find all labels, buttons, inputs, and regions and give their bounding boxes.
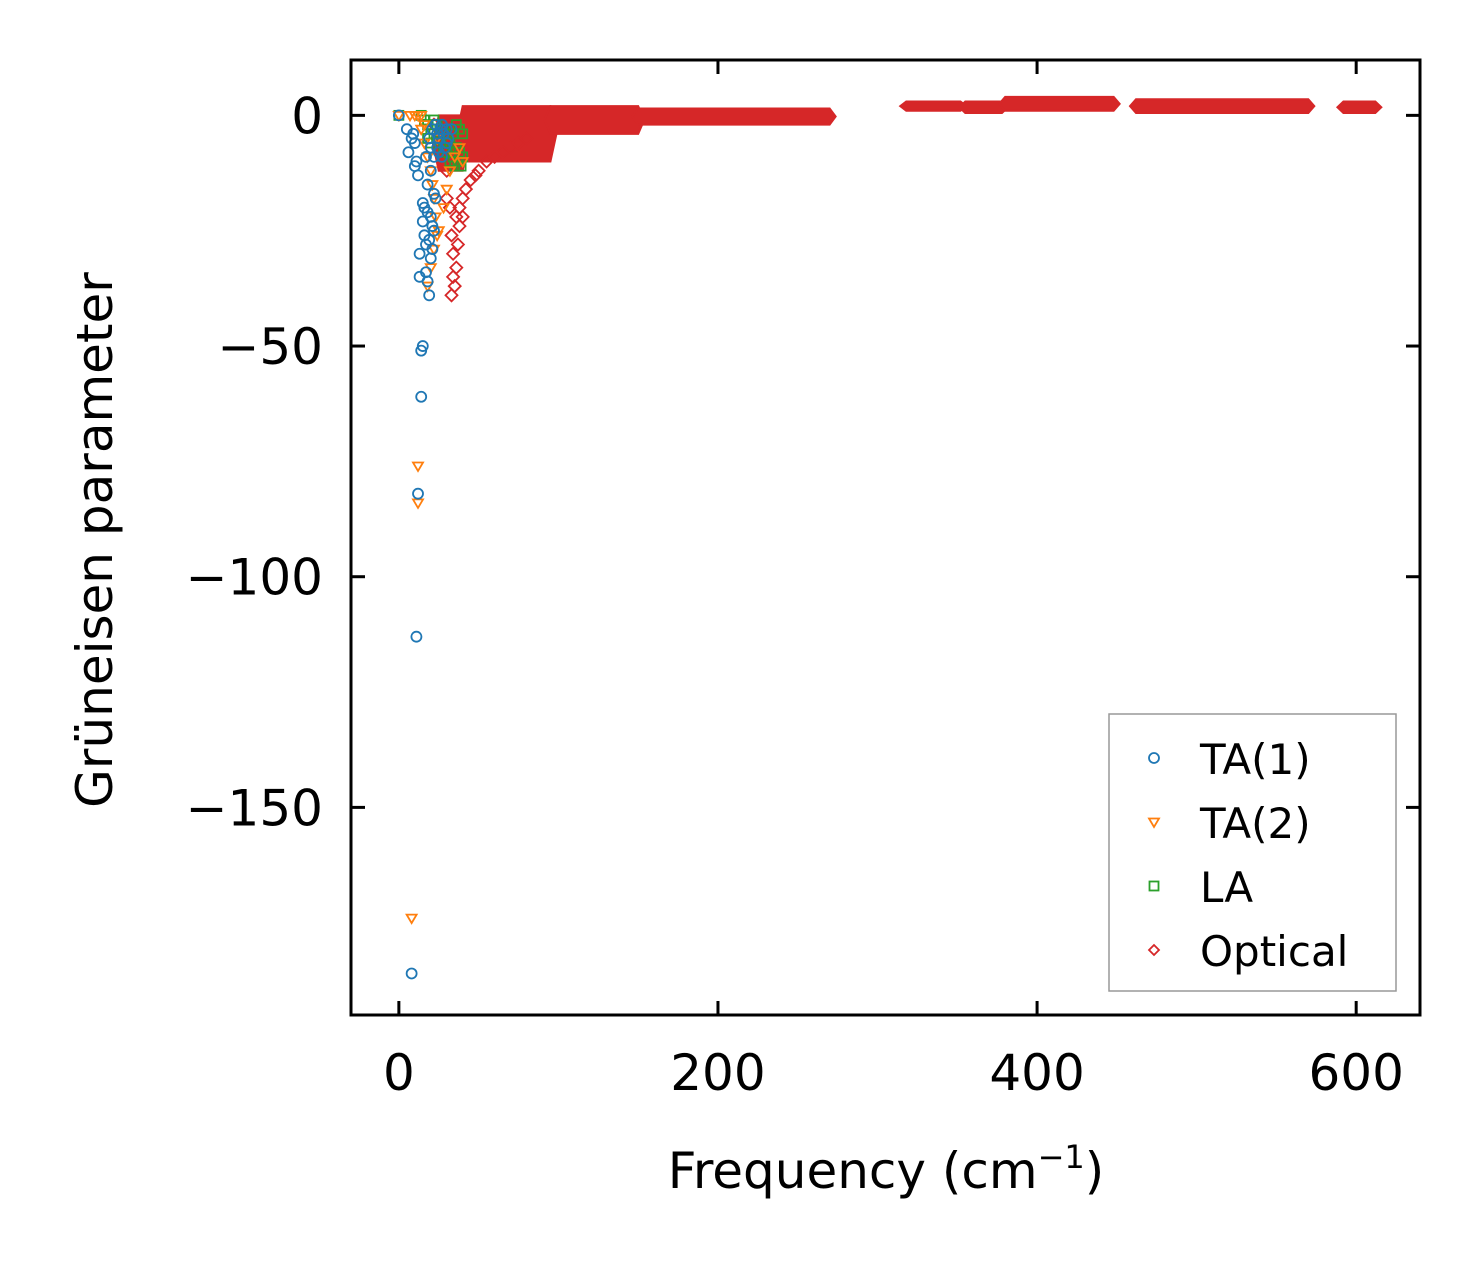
point-ta-2-6 bbox=[411, 461, 425, 473]
point-ta-2-17 bbox=[421, 281, 435, 293]
legend-marker-la bbox=[1148, 880, 1160, 892]
point-ta-1-30 bbox=[426, 243, 439, 256]
point-ta-2-22 bbox=[443, 166, 457, 178]
x-tick-label-0: 0 bbox=[383, 1044, 415, 1102]
point-ta-1-54 bbox=[440, 123, 453, 136]
optical-band-4 bbox=[898, 100, 969, 112]
point-ta-1-16 bbox=[415, 390, 428, 403]
point-optical-11 bbox=[444, 288, 459, 303]
legend-marker-ta-2 bbox=[1147, 817, 1161, 829]
point-optical-12 bbox=[449, 260, 464, 275]
x-tick-label-600: 600 bbox=[1308, 1044, 1403, 1102]
point-ta-2-7 bbox=[411, 498, 425, 510]
legend-label-optical: Optical bbox=[1200, 927, 1348, 976]
y-tick-label--100: −100 bbox=[186, 549, 323, 607]
point-ta-1-26 bbox=[423, 289, 436, 302]
point-ta-1-33 bbox=[429, 192, 442, 205]
legend-label-la: LA bbox=[1200, 863, 1253, 912]
point-ta-2-25 bbox=[456, 157, 470, 169]
x-tick-label-400: 400 bbox=[989, 1044, 1084, 1102]
plot-area bbox=[392, 95, 1383, 980]
point-ta-1-5 bbox=[408, 137, 421, 149]
optical-band-3 bbox=[630, 107, 837, 126]
x-tick-label-200: 200 bbox=[670, 1044, 765, 1102]
point-optical-7 bbox=[444, 228, 459, 243]
point-ta-2-14 bbox=[428, 212, 443, 224]
point-ta-1-2 bbox=[402, 146, 415, 159]
x-axis-label-superscript: −1 bbox=[1038, 1138, 1085, 1176]
optical-band-6 bbox=[997, 95, 1121, 112]
point-ta-2-4 bbox=[414, 110, 428, 123]
point-optical-27 bbox=[455, 209, 470, 225]
point-ta-1-52 bbox=[431, 127, 444, 140]
point-ta-1-11 bbox=[405, 967, 418, 980]
point-ta-1-31 bbox=[428, 224, 440, 237]
y-tick-label--150: −150 bbox=[186, 779, 323, 837]
point-optical-26 bbox=[519, 131, 534, 146]
optical-band-8 bbox=[1335, 100, 1383, 115]
point-ta-1-28 bbox=[424, 252, 437, 265]
point-ta-1-24 bbox=[421, 275, 434, 288]
optical-band-2 bbox=[543, 105, 646, 135]
legend-label-ta-2: TA(2) bbox=[1199, 799, 1311, 848]
point-optical-20 bbox=[471, 163, 486, 178]
point-ta-2-19 bbox=[432, 226, 446, 238]
axis-ticks: 0 200 400 600 0 −50 −100 −150 bbox=[186, 60, 1420, 1102]
point-ta-2-12 bbox=[425, 180, 439, 192]
point-ta-2-5 bbox=[405, 913, 419, 925]
legend-marker-optical bbox=[1147, 943, 1161, 957]
point-optical-8 bbox=[445, 246, 461, 262]
point-ta-1-7 bbox=[410, 155, 423, 168]
point-ta-2-24 bbox=[452, 143, 467, 155]
point-ta-1-35 bbox=[424, 164, 437, 177]
point-optical-19 bbox=[468, 168, 483, 183]
point-ta-1-51 bbox=[424, 141, 437, 154]
point-ta-2-26 bbox=[417, 120, 431, 132]
legend: TA(1) TA(2) LA Optical bbox=[1108, 713, 1397, 992]
point-ta-2-21 bbox=[440, 184, 454, 196]
point-ta-2-20 bbox=[436, 203, 451, 215]
point-optical-16 bbox=[455, 191, 470, 206]
point-ta-1-9 bbox=[412, 487, 424, 500]
point-ta-1-50 bbox=[420, 150, 432, 163]
legend-label-ta-1: TA(1) bbox=[1199, 735, 1311, 784]
point-optical-13 bbox=[450, 237, 466, 252]
point-ta-1-8 bbox=[412, 169, 424, 182]
point-ta-1-34 bbox=[421, 178, 434, 191]
point-ta-2-0 bbox=[392, 110, 406, 123]
y-tick-label--50: −50 bbox=[217, 318, 323, 376]
point-optical-6 bbox=[442, 200, 458, 215]
optical-band-7 bbox=[1128, 98, 1316, 115]
point-optical-17 bbox=[458, 181, 474, 197]
point-ta-1-12 bbox=[413, 247, 426, 260]
point-optical-28 bbox=[449, 209, 464, 225]
point-ta-1-15 bbox=[416, 340, 429, 352]
point-ta-2-11 bbox=[424, 166, 438, 178]
point-optical-18 bbox=[463, 172, 478, 188]
legend-box bbox=[1108, 713, 1397, 992]
point-ta-1-49 bbox=[445, 123, 458, 136]
x-axis-label: Frequency (cm−1) bbox=[668, 1138, 1105, 1200]
plot-frame bbox=[349, 58, 1422, 1017]
y-axis-label: Grüneisen parameter bbox=[66, 272, 124, 808]
legend-marker-ta-1 bbox=[1148, 752, 1160, 764]
point-ta-1-10 bbox=[410, 630, 423, 643]
y-tick-label-0: 0 bbox=[291, 87, 323, 145]
point-ta-1-0 bbox=[392, 109, 405, 122]
point-optical-14 bbox=[452, 218, 467, 234]
